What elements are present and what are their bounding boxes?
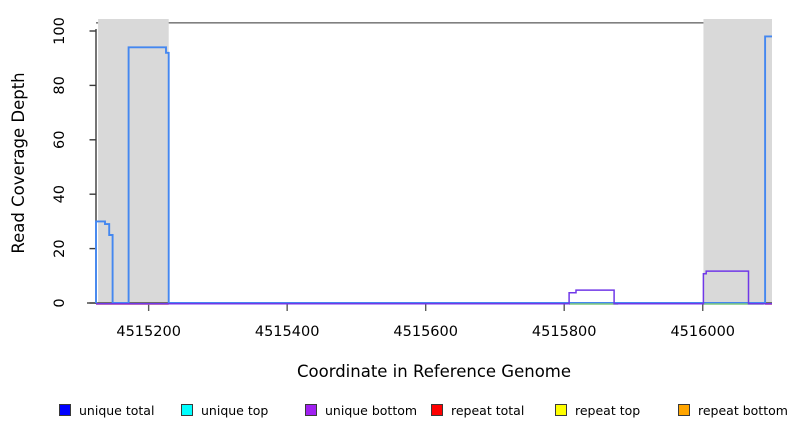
y-tick-label: 40 xyxy=(52,185,68,203)
legend-swatch-unique-total xyxy=(59,404,71,416)
legend-swatch-repeat-bottom xyxy=(678,404,690,416)
x-tick-label: 4515400 xyxy=(255,324,320,340)
x-axis-title: Coordinate in Reference Genome xyxy=(297,362,571,381)
x-tick-label: 4515200 xyxy=(116,324,181,340)
legend-swatch-unique-top xyxy=(181,404,193,416)
x-tick-label: 4515800 xyxy=(532,324,597,340)
plot-layers: 4515200 4515400 4515600 4515800 4516000 0 20 40… xyxy=(52,17,772,340)
y-tick-label: 80 xyxy=(52,76,68,94)
y-axis-title: Read Coverage Depth xyxy=(9,72,28,253)
legend-label: unique top xyxy=(201,402,269,418)
legend-swatch-repeat-total xyxy=(431,404,443,416)
legend-item-repeat-total: repeat total xyxy=(431,402,524,418)
legend-item-repeat-top: repeat top xyxy=(555,402,640,418)
legend-item-unique-top: unique top xyxy=(181,402,268,418)
series-unique-bottom xyxy=(96,270,772,305)
legend-item-repeat-bottom: repeat bottom xyxy=(678,402,788,418)
legend-label: unique bottom xyxy=(325,402,418,418)
x-tick-label: 4515600 xyxy=(393,324,458,340)
repeat-region-shading xyxy=(703,19,772,305)
legend-label: repeat top xyxy=(575,402,641,418)
legend-label: repeat total xyxy=(451,402,525,418)
y-tick-label: 0 xyxy=(52,298,68,307)
legend-swatch-unique-bottom xyxy=(305,404,317,416)
legend-label: repeat bottom xyxy=(698,402,788,418)
legend-item-unique-total: unique total xyxy=(59,402,154,418)
y-tick-label: 100 xyxy=(52,17,68,45)
legend-label: unique total xyxy=(79,402,155,418)
legend-item-unique-bottom: unique bottom xyxy=(305,402,417,418)
legend-swatch-repeat-top xyxy=(555,404,567,416)
repeat-region-shading xyxy=(98,19,169,305)
x-tick-label: 4516000 xyxy=(670,324,735,340)
series-unique-total xyxy=(95,35,772,304)
legend: unique total unique top unique bottom repea… xyxy=(0,398,792,426)
y-tick-label: 60 xyxy=(52,131,68,149)
y-tick-label: 20 xyxy=(52,239,68,257)
